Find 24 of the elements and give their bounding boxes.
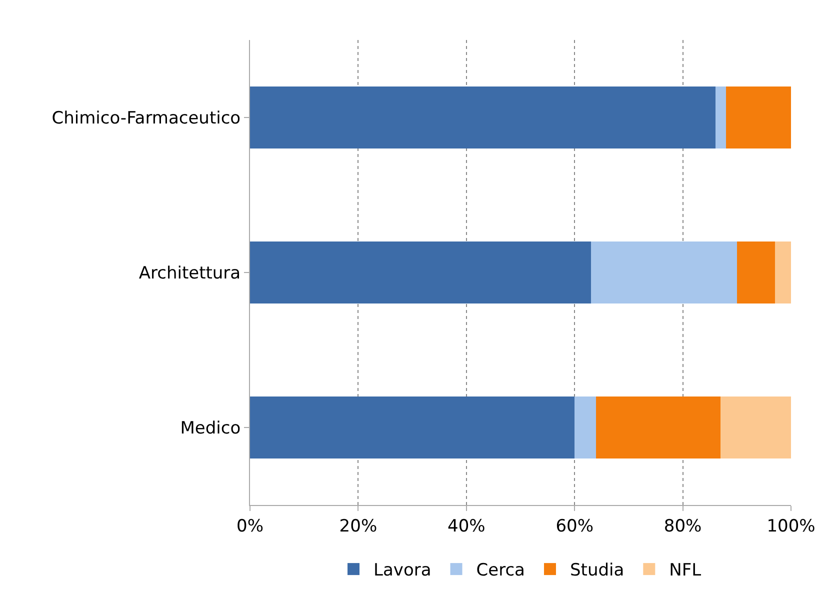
x-tick-label: 100% xyxy=(766,516,816,536)
bar xyxy=(250,396,575,458)
bar xyxy=(726,86,791,148)
bar xyxy=(774,242,791,304)
bar xyxy=(715,86,726,148)
y-tick-label: Architettura xyxy=(138,263,241,284)
legend-label: Studia xyxy=(570,560,624,581)
legend-label: Cerca xyxy=(476,560,525,581)
bar xyxy=(596,396,721,458)
bar xyxy=(574,396,596,458)
x-tick-label: 20% xyxy=(339,516,378,536)
bar xyxy=(720,396,791,458)
y-tick-label: Medico xyxy=(180,418,241,438)
y-tick-label: Chimico-Farmaceutico xyxy=(52,108,241,128)
legend-label: NFL xyxy=(669,560,702,581)
bar xyxy=(736,242,775,304)
x-tick-label: 40% xyxy=(448,516,486,536)
bar xyxy=(250,86,716,148)
bar xyxy=(250,242,591,304)
legend-label: Lavora xyxy=(374,560,432,581)
x-tick-label: 60% xyxy=(556,516,594,536)
x-tick-label: 0% xyxy=(236,516,264,536)
bar xyxy=(590,242,737,304)
x-tick-label: 80% xyxy=(664,516,702,536)
